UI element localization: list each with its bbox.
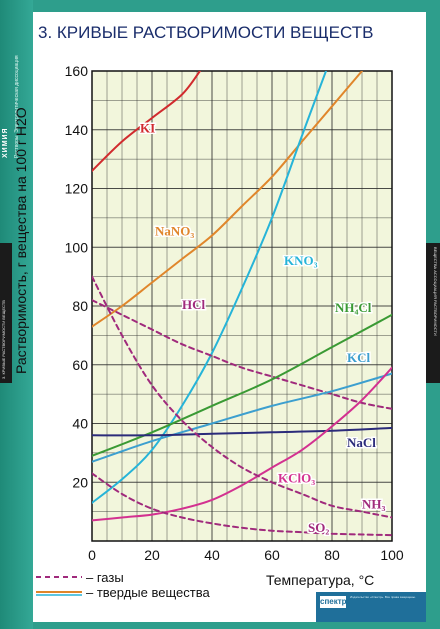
series-label-kno3: KNO₃ [284, 253, 318, 268]
series-line-nh3 [92, 275, 392, 519]
series-label-hcl: HCl [182, 297, 206, 312]
series-label-ki: KI [140, 121, 155, 136]
series-layer [92, 71, 392, 537]
series-line-nacl [92, 426, 392, 437]
x-tick-label: 20 [144, 547, 160, 563]
series-label-nh4cl: NH₄Cl [335, 300, 372, 315]
series-label-nano3: NaNO₃ [155, 224, 194, 239]
y-tick-label: 100 [65, 239, 89, 255]
chart-title: 3. КРИВЫЕ РАСТВОРИМОСТИ ВЕЩЕСТВ [38, 23, 373, 42]
publisher-bar: спектр Издательство «Спектр». Все права … [316, 592, 426, 622]
y-tick-label: 40 [72, 416, 88, 432]
y-tick-label: 80 [72, 298, 88, 314]
right-tab: ВЕЩЕСТВА АССОЦИАЦИЯ РАСТВОРИМОСТИ [426, 243, 440, 383]
x-tick-label: 40 [204, 547, 220, 563]
series-label-kcl: KCl [347, 350, 371, 365]
series-line-hcl [92, 299, 392, 410]
x-tick-label: 80 [324, 547, 340, 563]
y-tick-label: 20 [72, 474, 88, 490]
series-line-so2 [92, 472, 392, 537]
series-line-ki [92, 71, 201, 172]
left-tab: 3. КРИВЫЕ РАСТВОРИМОСТИ ВЕЩЕСТВ [0, 243, 12, 383]
x-axis-label: Температура, °С [266, 572, 374, 588]
y-tick-label: 60 [72, 357, 88, 373]
y-tick-label: 120 [65, 181, 89, 197]
x-tick-label: 100 [380, 547, 404, 563]
plot-frame [91, 70, 393, 542]
publisher-logo: спектр [320, 596, 347, 608]
series-label-so2: SO₂ [308, 520, 329, 535]
series-line-kcl [92, 372, 392, 463]
y-tick-label: 140 [65, 122, 89, 138]
y-tick-label: 160 [65, 63, 89, 79]
series-line-kno3 [92, 71, 327, 504]
legend-label: – твердые вещества [86, 585, 210, 600]
legend-label: – газы [86, 570, 124, 585]
series-line-kclo3 [92, 366, 392, 522]
series-label-nacl: NaCl [347, 435, 376, 450]
series-label-kclo3: KClO₃ [278, 470, 315, 485]
series-label-nh3: NH₃ [362, 497, 386, 512]
series-line-nano3 [92, 71, 363, 328]
right-tab-label: ВЕЩЕСТВА АССОЦИАЦИЯ РАСТВОРИМОСТИ [433, 247, 438, 336]
y-axis-label: Растворимость, г вещества на 100 г H2O [13, 107, 29, 374]
legend: – газы– твердые вещества [36, 570, 210, 600]
x-tick-label: 0 [88, 547, 96, 563]
plot-area: KI NaNO₃ KNO₃ HCl NH₄Cl KCl NaCl KClO₃ NH₃ SO₂ 0 20… [65, 63, 404, 563]
x-tick-label: 60 [264, 547, 280, 563]
publisher-fine-print: Издательство «Спектр». Все права защищен… [350, 595, 416, 599]
